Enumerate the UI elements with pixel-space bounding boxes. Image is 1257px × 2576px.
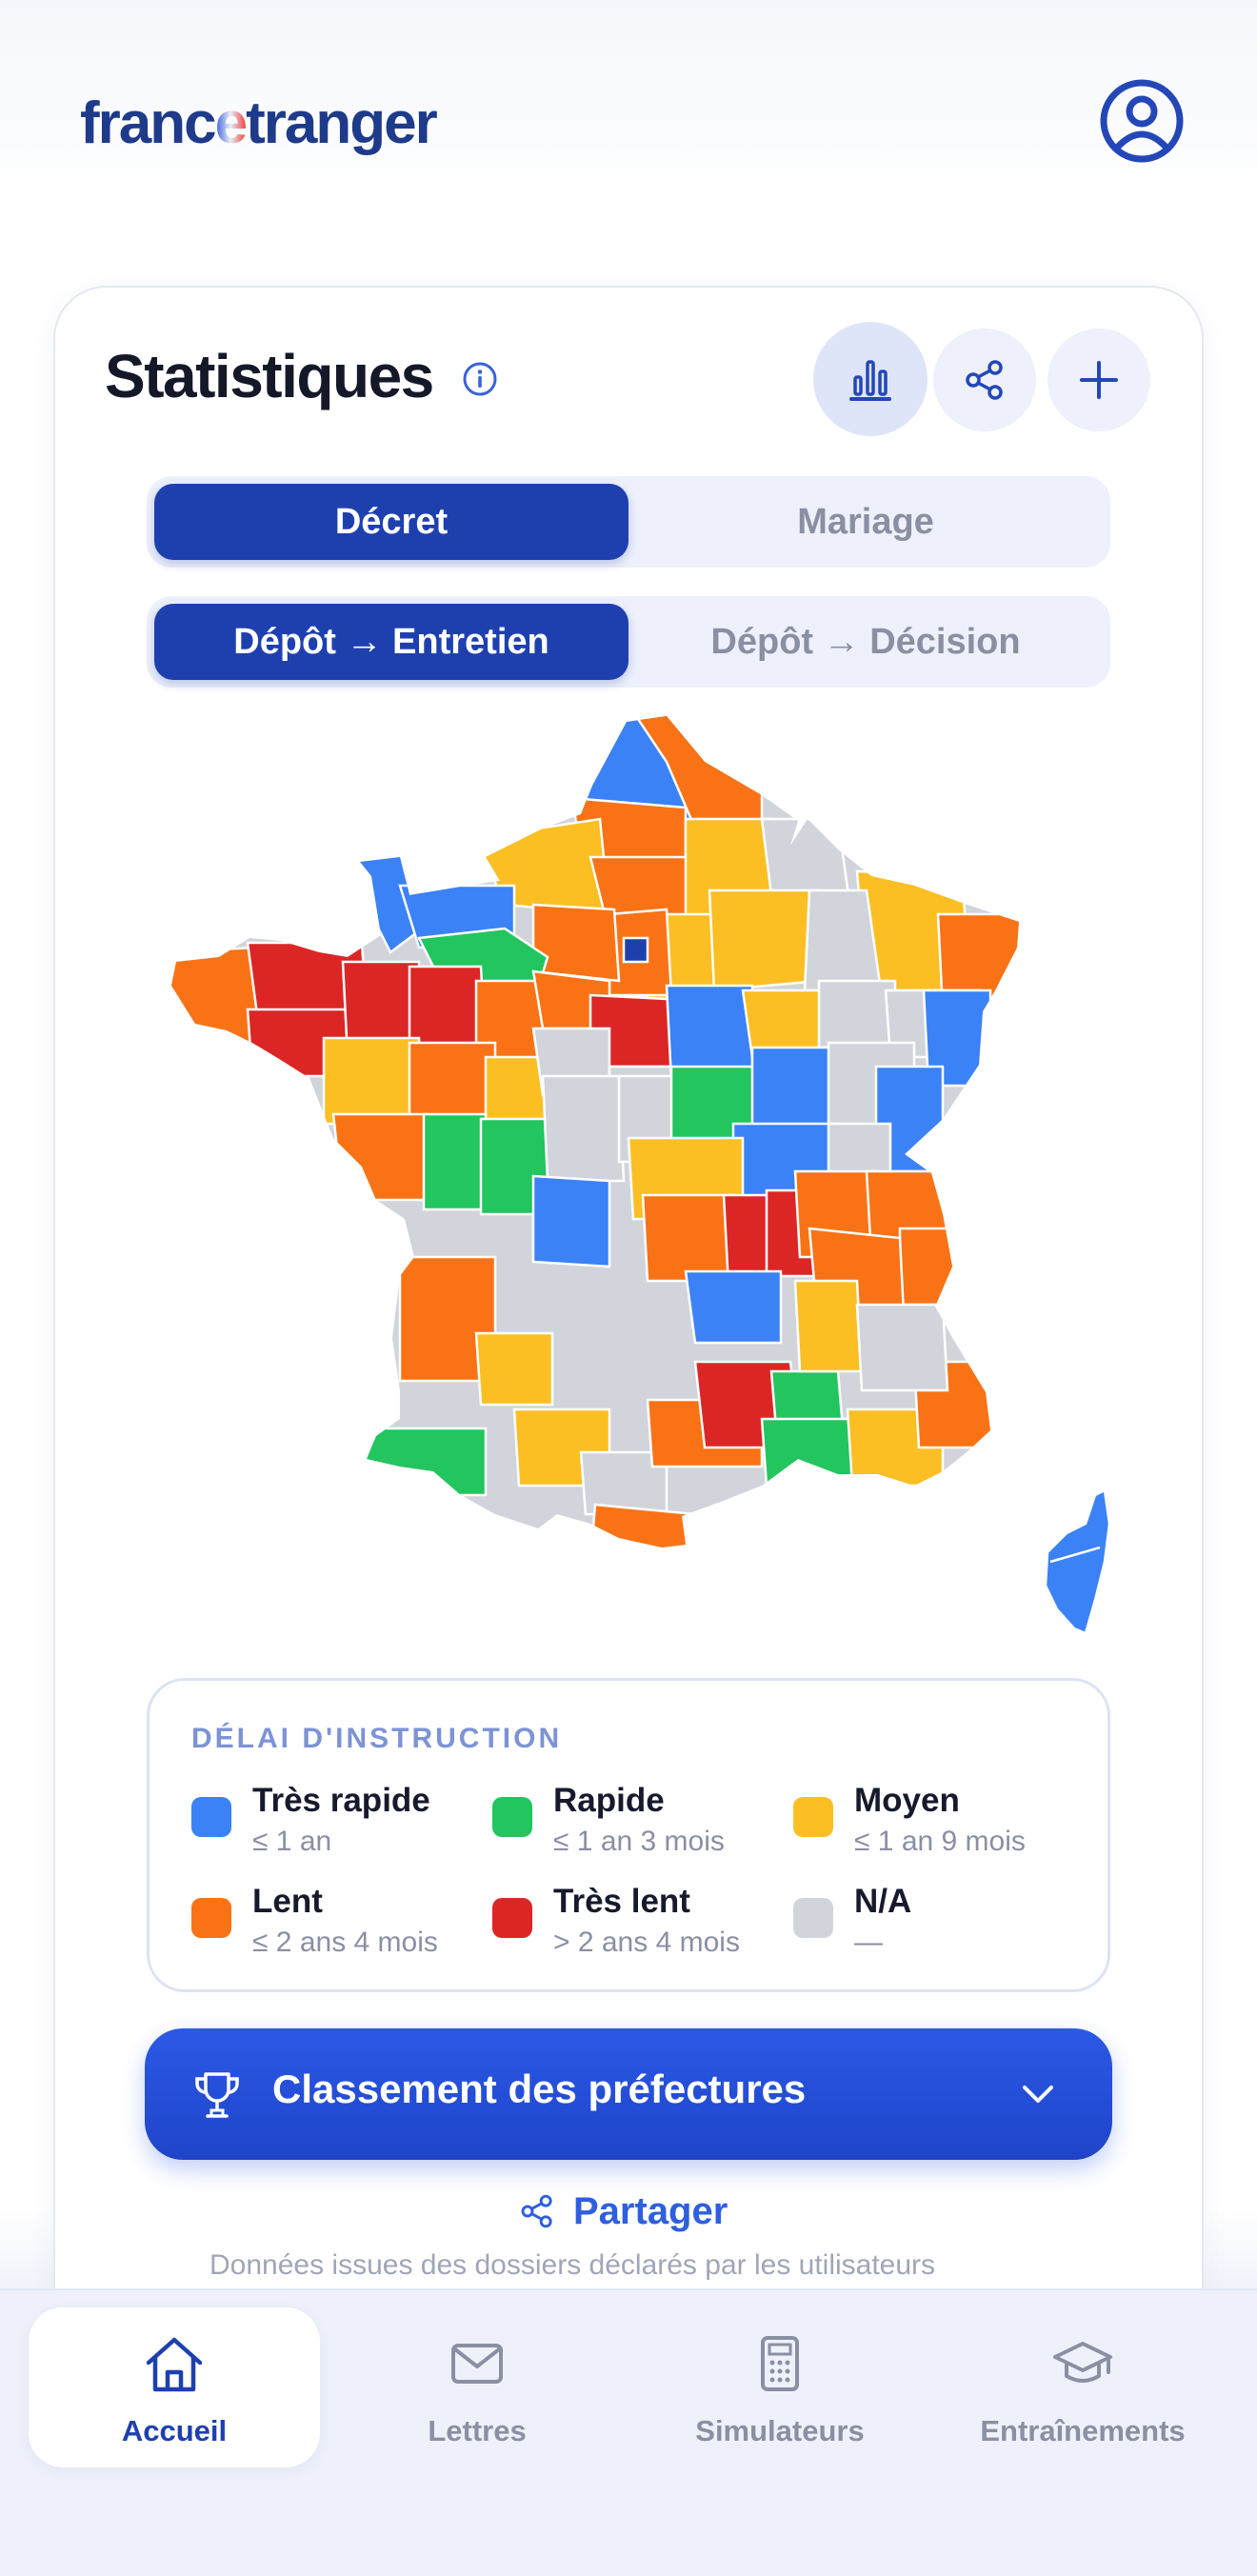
france-map	[171, 716, 1111, 1635]
share-link[interactable]: Partager	[518, 2183, 728, 2240]
delay-legend: DÉLAI D'INSTRUCTION Très rapide ≤ 1 an R…	[147, 1678, 1110, 1992]
nav-label: Accueil	[121, 2414, 228, 2447]
legend-range: ≤ 1 an	[252, 1826, 332, 1857]
stats-view-button[interactable]	[813, 322, 928, 436]
legend-item-na: N/A —	[793, 1883, 1079, 1959]
nav-label: Simulateurs	[695, 2414, 865, 2447]
share-icon	[966, 360, 1003, 400]
nav-item-lettres[interactable]: Lettres	[331, 2307, 623, 2467]
legend-swatch	[191, 1797, 231, 1837]
page-title: Statistiques	[105, 342, 434, 410]
legend-item-lent: Lent ≤ 2 ans 4 mois	[191, 1883, 477, 1959]
legend-title: DÉLAI D'INSTRUCTION	[191, 1723, 563, 1754]
nav-item-accueil[interactable]: Accueil	[29, 2307, 320, 2467]
procedure-type-tabs: Décret Mariage	[147, 476, 1110, 568]
legend-item-tres-rapide: Très rapide ≤ 1 an	[191, 1782, 477, 1858]
user-circle-icon[interactable]	[1099, 78, 1185, 164]
prefecture-ranking-button[interactable]: Classement des préfectures	[145, 2028, 1112, 2160]
home-icon	[146, 2337, 203, 2392]
legend-name: Lent	[252, 1883, 323, 1920]
share-icon	[521, 2194, 552, 2228]
nav-item-simulateurs[interactable]: Simulateurs	[634, 2307, 926, 2467]
plus-icon	[1080, 361, 1118, 399]
legend-swatch	[793, 1797, 833, 1837]
chevron-down-icon	[1023, 2086, 1053, 2103]
tab-mariage[interactable]: Mariage	[797, 501, 934, 542]
legend-range: > 2 ans 4 mois	[553, 1927, 740, 1958]
legend-range: ≤ 1 an 3 mois	[553, 1826, 725, 1857]
logo-text-end: tranger	[246, 90, 438, 156]
legend-name: Très rapide	[252, 1782, 430, 1819]
tab-decret[interactable]: Décret	[154, 484, 628, 560]
legend-name: Rapide	[553, 1782, 665, 1819]
trophy-icon	[195, 2072, 239, 2118]
legend-item-rapide: Rapide ≤ 1 an 3 mois	[492, 1782, 778, 1858]
logo-text-start: franc	[80, 90, 217, 156]
graduation-cap-icon	[1053, 2342, 1112, 2383]
nav-item-entrainements[interactable]: Entraînements	[937, 2307, 1228, 2467]
footnote-text: Données issues des dossiers déclarés par…	[210, 2249, 936, 2281]
nav-label: Lettres	[428, 2414, 527, 2447]
legend-range: ≤ 2 ans 4 mois	[252, 1927, 438, 1958]
legend-swatch	[492, 1898, 532, 1938]
legend-name: Très lent	[553, 1883, 690, 1920]
bottom-nav: Accueil Lettres Simulateurs	[0, 2288, 1257, 2576]
legend-swatch	[492, 1797, 532, 1837]
tab-depot-decision[interactable]: Dépôt → Décision	[710, 621, 1021, 662]
share-toolbar-button[interactable]	[933, 329, 1036, 431]
legend-item-tres-lent: Très lent > 2 ans 4 mois	[492, 1883, 778, 1959]
legend-swatch	[191, 1898, 231, 1938]
ranking-label: Classement des préfectures	[272, 2067, 807, 2111]
legend-item-moyen: Moyen ≤ 1 an 9 mois	[793, 1782, 1079, 1858]
legend-swatch	[793, 1898, 833, 1938]
legend-name: Moyen	[854, 1782, 960, 1819]
bar-chart-icon	[849, 360, 891, 401]
app-logo[interactable]: francetranger	[80, 88, 438, 160]
add-button[interactable]	[1048, 329, 1150, 431]
period-tabs: Dépôt → Entretien Dépôt → Décision	[147, 596, 1110, 688]
legend-name: N/A	[854, 1883, 912, 1920]
legend-range: —	[854, 1927, 883, 1958]
legend-range: ≤ 1 an 9 mois	[854, 1826, 1026, 1857]
tab-depot-entretien[interactable]: Dépôt → Entretien	[154, 604, 628, 680]
calculator-icon	[761, 2336, 799, 2391]
nav-label: Entraînements	[980, 2414, 1186, 2447]
share-label: Partager	[573, 2189, 728, 2232]
logo-text-e: e	[214, 90, 249, 156]
info-icon[interactable]	[461, 360, 499, 398]
mail-icon	[451, 2344, 503, 2384]
